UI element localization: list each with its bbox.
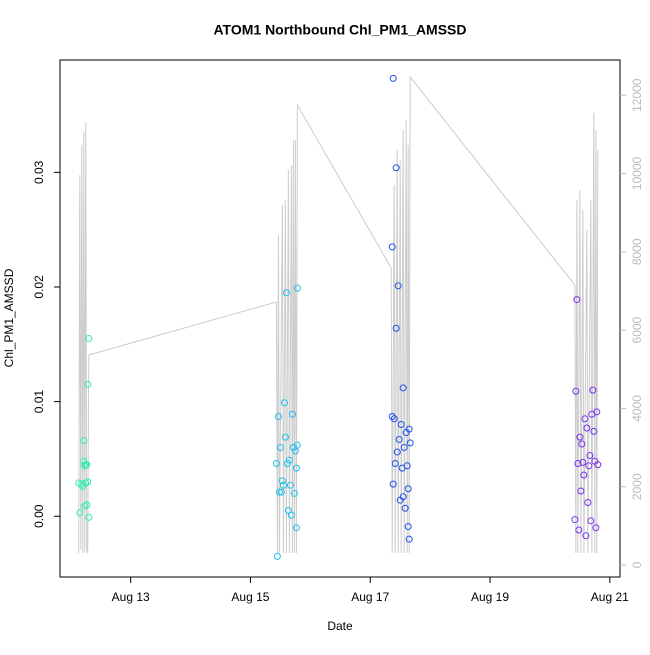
point [274,413,282,421]
point [84,380,92,388]
y-tick-label: 0.00 [32,504,46,528]
point [280,399,288,407]
point [286,481,294,489]
y-tick-label: 0.02 [32,275,46,299]
point [576,433,584,441]
x-tick-label: Aug 15 [231,590,269,604]
point [392,164,400,172]
point [293,441,301,449]
point [581,415,589,423]
point [293,284,301,292]
y2-tick-label: 10000 [630,156,644,190]
point [83,461,91,469]
point [80,437,88,445]
x-tick-label: Aug 13 [112,590,150,604]
y2-tick-label: 0 [630,561,644,568]
point [394,282,402,290]
point [583,424,591,432]
y-tick-label: 0.01 [32,390,46,414]
point [281,433,289,441]
point [586,451,594,459]
point [389,480,397,488]
point [589,386,597,394]
point [282,289,290,297]
point [76,509,84,517]
point [83,501,91,509]
point [572,387,580,395]
plot-frame [59,59,621,578]
point [388,413,396,421]
point [289,443,297,451]
point [592,524,600,532]
point [579,458,587,466]
point [388,243,396,251]
point [389,74,397,82]
point [400,443,408,451]
point [403,462,411,470]
point [276,443,284,451]
y-tick-label: 0.03 [32,160,46,184]
point [288,410,296,418]
y2-tick-label: 12000 [630,78,644,112]
point [405,425,413,433]
x-tick-label: Aug 19 [471,590,509,604]
point [404,523,412,531]
point [275,488,283,496]
y2-tick-label: 6000 [630,316,644,343]
x-axis-label: Date [327,619,353,633]
point [593,408,601,416]
y2-tick-label: 2000 [630,473,644,500]
point [399,384,407,392]
point [290,489,298,497]
point [75,479,83,487]
point [575,526,583,534]
point [577,487,585,495]
point [85,513,93,521]
point [390,415,398,423]
point [395,435,403,443]
point [404,485,412,493]
point [399,493,407,501]
point [292,524,300,532]
chart-title: ATOM1 Northbound Chl_PM1_AMSSD [213,22,466,38]
point [392,324,400,332]
point [397,421,405,429]
point [285,456,293,464]
point [292,464,300,472]
point [578,440,586,448]
point [391,460,399,468]
point [584,498,592,506]
point [405,535,413,543]
point [393,448,401,456]
x-tick-label: Aug 21 [591,590,629,604]
point [84,478,92,486]
y2-tick-label: 4000 [630,395,644,422]
point [582,532,590,540]
line [78,75,599,554]
point [287,511,295,519]
point [594,461,602,469]
point [401,504,409,512]
point [85,335,93,343]
point [585,462,593,470]
point [272,460,280,468]
point [277,488,285,496]
point [279,481,287,489]
x-tick-label: Aug 17 [351,590,389,604]
point [273,552,281,560]
point [406,439,414,447]
point [587,517,595,525]
point [278,477,286,485]
point [283,460,291,468]
point [580,471,588,479]
point [573,296,581,304]
y2-tick-label: 8000 [630,238,644,265]
point [574,460,582,468]
point [571,516,579,524]
point [590,427,598,435]
y-axis-label: Chl_PM1_AMSSD [2,268,16,367]
